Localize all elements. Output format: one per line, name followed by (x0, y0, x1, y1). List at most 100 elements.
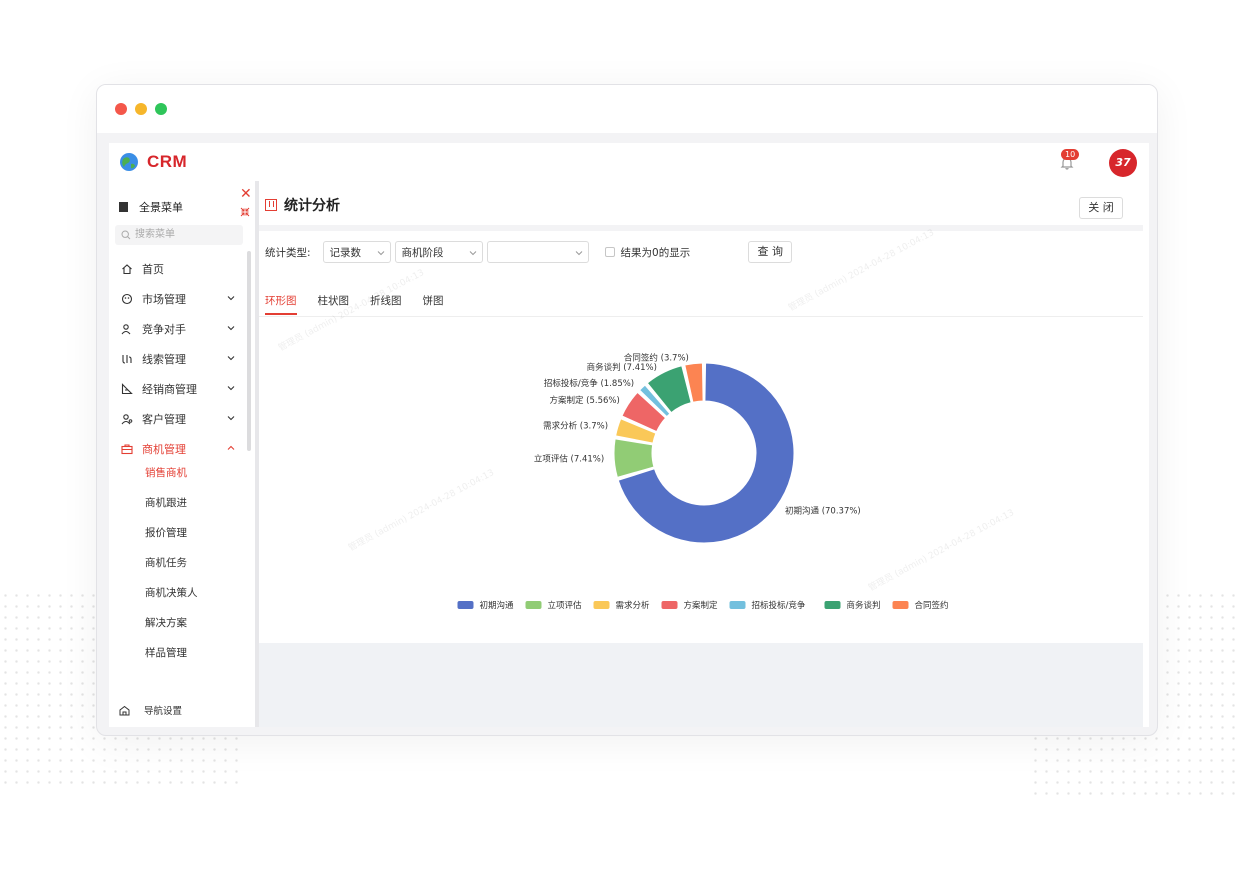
sidebar-item-market[interactable]: 市场管理 (121, 289, 235, 309)
slice-label: 合同签约 (3.7%) (624, 353, 689, 364)
donut-slice[interactable] (684, 362, 704, 403)
show-zero-label: 结果为0的显示 (620, 246, 691, 259)
donut-slice[interactable] (646, 365, 692, 414)
tab-bar[interactable]: 柱状图 (317, 295, 350, 307)
briefcase-icon (121, 443, 133, 455)
donut-slice[interactable] (621, 391, 667, 433)
show-zero-checkbox[interactable]: 结果为0的显示 (604, 245, 691, 260)
avatar[interactable]: 37 (1109, 149, 1137, 177)
app-header: CRM 10 37 (109, 143, 1149, 181)
sidebar-subitem-followup[interactable]: 商机跟进 (145, 497, 187, 509)
sidebar-item-label: 线索管理 (142, 353, 186, 366)
close-icon[interactable]: ✕ (240, 186, 252, 202)
tab-line[interactable]: 折线图 (370, 295, 402, 307)
slice-label: 需求分析 (3.7%) (543, 420, 608, 431)
nav-settings-icon (119, 705, 130, 715)
chevron-down-icon (227, 356, 235, 361)
sidebar-subitem-sales-opportunity[interactable]: 销售商机 (145, 467, 187, 479)
window-close-dot[interactable] (115, 103, 127, 115)
logo[interactable]: CRM (119, 152, 187, 172)
market-icon (121, 293, 133, 305)
menu-search-input[interactable]: 搜索菜单 (115, 225, 243, 245)
legend-swatch[interactable] (824, 601, 841, 609)
search-icon (121, 230, 131, 240)
record-count-value: 记录数 (329, 246, 362, 259)
window-minimize-dot[interactable] (135, 103, 147, 115)
donut-slice[interactable] (639, 384, 671, 418)
query-button[interactable]: 查 询 (748, 241, 793, 263)
chevron-down-icon (377, 251, 384, 256)
legend-label[interactable]: 需求分析 (616, 600, 651, 611)
checkbox-box[interactable] (604, 247, 615, 257)
logo-text: CRM (147, 152, 188, 171)
sidebar-item-home[interactable]: 首页 (121, 259, 235, 279)
crm-app: CRM 10 37 全景菜单 搜索菜单 (109, 143, 1149, 727)
panorama-menu-icon (119, 202, 128, 212)
donut-slice[interactable] (613, 438, 655, 478)
sidebar-item-competitor[interactable]: 竞争对手 (121, 319, 235, 339)
main-content: 统计分析 关 闭 统计类型: 记录数 商机阶段 (259, 183, 1143, 727)
slice-label: 方案制定 (5.56%) (549, 395, 619, 406)
legend-swatch[interactable] (892, 601, 909, 609)
donut-chart: 初期沟通 (70.37%) 立项评估 (7.41%) 需求分析 (3.7%) 方案制定… (457, 353, 949, 611)
legend-label[interactable]: 招标投标/竞争 (752, 600, 806, 611)
slice-label: 招标投标/竞争 (1.85%) (544, 378, 634, 389)
donut-slice[interactable] (615, 418, 657, 444)
window-maximize-dot[interactable] (155, 103, 167, 115)
sidebar-subitem-sample[interactable]: 样品管理 (145, 647, 187, 659)
sidebar-item-dealer[interactable]: 经销商管理 (121, 379, 235, 399)
chevron-down-icon (469, 251, 476, 256)
chevron-down-icon (227, 416, 235, 421)
legend-label[interactable]: 方案制定 (684, 600, 719, 611)
legend-label[interactable]: 合同签约 (915, 600, 949, 611)
chevron-up-icon (227, 445, 235, 450)
record-count-select[interactable]: 记录数 (322, 241, 391, 263)
browser-titlebar (97, 85, 1157, 133)
panel-separator (259, 225, 1143, 231)
stage-select[interactable]: 商机阶段 (394, 241, 483, 263)
sidebar-item-label: 市场管理 (142, 293, 186, 306)
sidebar-item-opportunity[interactable]: 商机管理 (121, 439, 235, 459)
sidebar-subitem-task[interactable]: 商机任务 (145, 557, 187, 569)
home-icon (121, 263, 133, 275)
legend-label[interactable]: 初期沟通 (480, 600, 515, 611)
panorama-menu[interactable]: 全景菜单 (119, 199, 183, 215)
stat-type-label: 统计类型: (265, 246, 311, 259)
sidebar-subitem-decision-maker[interactable]: 商机决策人 (145, 587, 198, 599)
sidebar-scrollbar[interactable] (247, 251, 251, 451)
dealer-icon (121, 383, 133, 395)
legend-swatch[interactable] (729, 601, 746, 609)
sidebar-subitem-solution[interactable]: 解决方案 (145, 617, 187, 629)
nav-settings[interactable]: 导航设置 (109, 693, 255, 727)
sidebar-item-customer[interactable]: 客户管理 (121, 409, 235, 429)
legend-swatch[interactable] (661, 601, 678, 609)
leads-icon (121, 353, 133, 365)
close-button[interactable]: 关 闭 (1079, 197, 1123, 219)
stage-select-value: 商机阶段 (401, 246, 444, 259)
sidebar-subitem-quote[interactable]: 报价管理 (145, 527, 187, 539)
chevron-down-icon (227, 296, 235, 301)
chevron-down-icon (575, 251, 582, 256)
donut-slice[interactable] (617, 362, 795, 544)
sidebar-item-label: 客户管理 (142, 413, 186, 426)
globe-icon (120, 153, 138, 171)
competitor-icon (121, 323, 133, 335)
legend-label[interactable]: 商务谈判 (847, 600, 881, 611)
stats-panel: 统计分析 关 闭 统计类型: 记录数 商机阶段 (259, 183, 1143, 643)
legend-swatch[interactable] (593, 601, 610, 609)
sidebar-item-label: 竞争对手 (142, 323, 186, 336)
tab-donut[interactable]: 环形图 (265, 293, 297, 315)
sidebar-item-label: 经销商管理 (142, 383, 197, 396)
minimize-icon[interactable] (240, 207, 250, 217)
chevron-down-icon (227, 386, 235, 391)
panorama-menu-label: 全景菜单 (139, 201, 183, 214)
sidebar: 全景菜单 搜索菜单 首页 市场管理 (109, 181, 255, 727)
sidebar-item-leads[interactable]: 线索管理 (121, 349, 235, 369)
tab-pie[interactable]: 饼图 (422, 295, 444, 307)
legend-swatch[interactable] (525, 601, 542, 609)
tabs-underline (259, 316, 1143, 317)
legend-swatch[interactable] (457, 601, 474, 609)
third-select[interactable] (486, 241, 589, 263)
slice-label: 立项评估 (7.41%) (534, 454, 604, 465)
legend-label[interactable]: 立项评估 (548, 600, 583, 611)
